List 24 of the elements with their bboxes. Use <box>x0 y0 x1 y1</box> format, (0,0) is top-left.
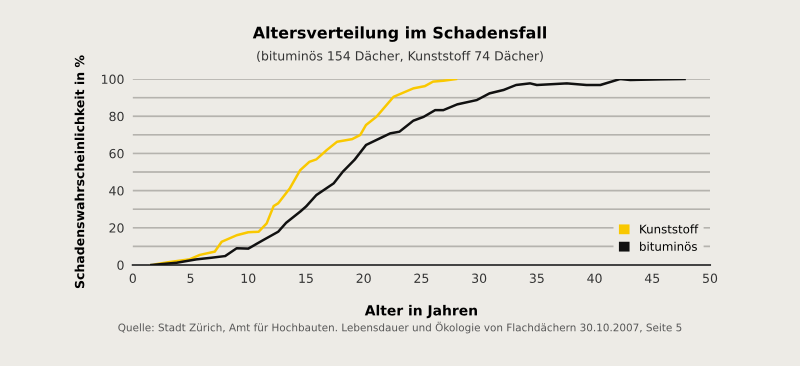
x-tick-label: 20 <box>356 274 371 283</box>
x-tick-label: 40 <box>587 274 602 283</box>
x-tick-label: 5 <box>188 274 194 283</box>
chart-title: Altersverteilung im Schadensfall <box>252 26 546 42</box>
y-axis-title: Schadenswahrscheinlichkeit in % <box>74 55 84 288</box>
x-tick-label: 25 <box>414 274 428 283</box>
y-tick-label: 0 <box>117 260 124 270</box>
y-tick-label: 20 <box>109 223 124 233</box>
x-tick-label: 30 <box>472 274 486 283</box>
x-tick-label: 15 <box>299 274 313 283</box>
y-tick-label: 80 <box>109 112 124 122</box>
x-tick-label: 50 <box>703 274 718 283</box>
x-tick-label: 0 <box>130 274 136 283</box>
source-note: Quelle: Stadt Zürich, Amt für Hochbauten. Lebensdauer und Ökologie von Flachdächern 30.10.2007, Seite 5 <box>118 322 682 334</box>
y-tick-label: 60 <box>109 148 124 158</box>
y-tick-label: 100 <box>102 74 124 84</box>
x-tick-label: 45 <box>644 274 660 283</box>
y-tick-label: 40 <box>109 186 124 196</box>
chart-subtitle: (bituminös 154 Dächer, Kunststoff 74 Dächer) <box>257 50 543 62</box>
x-tick-label: 35 <box>530 274 544 283</box>
legend-label: Kunststoff <box>640 224 698 234</box>
x-tick-label: 10 <box>242 274 256 283</box>
x-axis-title: Alter in Jahren <box>364 304 477 318</box>
legend-label: bituminös <box>640 242 697 251</box>
